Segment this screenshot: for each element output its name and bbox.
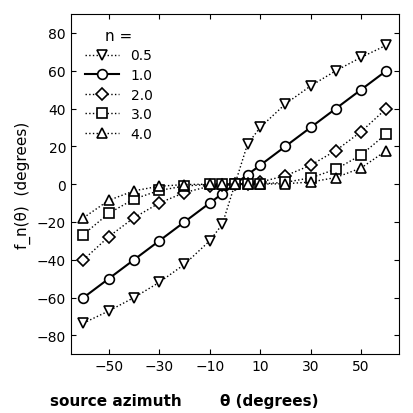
2.0 [383,107,388,112]
3.0 [182,184,187,189]
1.0 [244,173,249,178]
1.0 [307,126,312,131]
4.0 [232,182,237,187]
3.0 [257,182,262,187]
1.0 [232,182,237,187]
3.0 [207,183,212,188]
3.0 [383,132,388,137]
3.0 [131,197,136,202]
0.5 [307,84,312,89]
3.0 [282,180,287,185]
2.0 [207,184,212,189]
2.0 [307,164,312,169]
4.0 [282,182,287,187]
3.0 [106,211,111,216]
1.0 [257,164,262,169]
4.0 [219,182,224,187]
0.5 [81,321,86,326]
0.5 [358,56,363,61]
Line: 3.0: 3.0 [78,130,390,240]
4.0 [307,180,312,185]
3.0 [307,176,312,181]
Legend: 0.5, 1.0, 2.0, 3.0, 4.0: 0.5, 1.0, 2.0, 3.0, 4.0 [78,22,159,148]
3.0 [219,182,224,187]
4.0 [332,176,337,180]
Text: source azimuth: source azimuth [50,393,181,408]
Line: 4.0: 4.0 [78,146,390,223]
0.5 [131,295,136,300]
2.0 [81,258,86,263]
3.0 [232,182,237,187]
0.5 [207,239,212,244]
0.5 [157,280,161,285]
4.0 [207,182,212,187]
1.0 [182,220,187,225]
1.0 [131,258,136,263]
Line: 1.0: 1.0 [78,66,390,303]
2.0 [244,182,249,187]
2.0 [232,182,237,187]
0.5 [282,102,287,107]
0.5 [232,182,237,187]
1.0 [358,88,363,93]
0.5 [106,309,111,314]
0.5 [182,262,187,267]
3.0 [81,233,86,237]
3.0 [244,182,249,187]
Line: 0.5: 0.5 [78,41,390,328]
2.0 [219,183,224,188]
0.5 [219,222,224,227]
4.0 [81,216,86,221]
1.0 [219,192,224,197]
2.0 [358,130,363,135]
1.0 [81,295,86,300]
2.0 [282,174,287,179]
4.0 [157,184,161,189]
2.0 [106,235,111,240]
0.5 [332,69,337,74]
1.0 [332,107,337,112]
0.5 [257,126,262,131]
2.0 [332,149,337,154]
0.5 [383,44,388,49]
4.0 [358,166,363,171]
1.0 [207,201,212,206]
Y-axis label: f_n(θ)  (degrees): f_n(θ) (degrees) [15,121,31,248]
4.0 [131,189,136,194]
3.0 [332,167,337,172]
1.0 [157,239,161,244]
1.0 [106,277,111,282]
1.0 [383,69,388,74]
0.5 [244,142,249,147]
1.0 [282,145,287,150]
2.0 [182,191,187,196]
3.0 [157,188,161,193]
2.0 [131,216,136,221]
2.0 [157,201,161,206]
4.0 [257,182,262,187]
Line: 2.0: 2.0 [79,105,389,264]
2.0 [257,180,262,185]
4.0 [244,182,249,187]
3.0 [358,153,363,158]
4.0 [106,198,111,203]
4.0 [182,183,187,188]
4.0 [383,149,388,154]
Text: θ (degrees): θ (degrees) [219,393,318,408]
